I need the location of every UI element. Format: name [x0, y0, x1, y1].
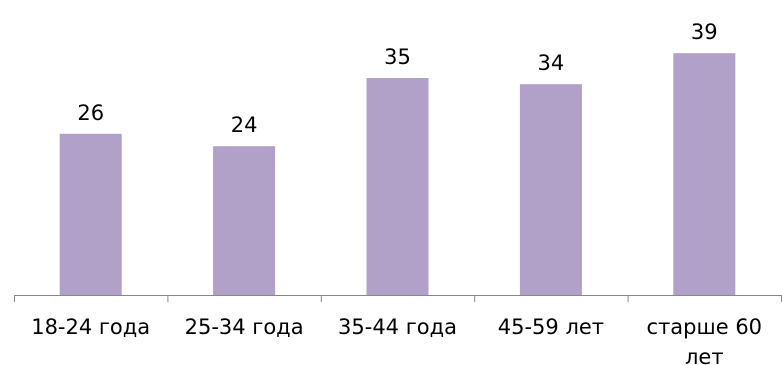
data-label: 24	[231, 113, 258, 137]
data-label: 39	[691, 20, 718, 44]
category-label: 18-24 года	[31, 315, 150, 339]
data-label: 26	[77, 101, 104, 125]
bar	[366, 78, 429, 295]
bar	[673, 53, 736, 296]
data-label: 34	[538, 51, 565, 75]
category-label: 35-44 года	[338, 315, 457, 339]
category-labels-group: 18-24 года 25-34 года 35-44 года 45-59 лет с…	[31, 315, 762, 365]
category-label: 45-59 лет	[498, 315, 604, 339]
bar	[59, 133, 122, 295]
x-axis-ticks-group	[14, 295, 782, 302]
bar	[213, 146, 276, 295]
bars-group	[59, 53, 736, 296]
value-labels-group: 26 24 35 34 39	[77, 20, 717, 137]
bar	[519, 84, 582, 295]
category-label: старше 60 лет	[647, 315, 763, 365]
category-label: 25-34 года	[185, 315, 304, 339]
data-label: 35	[384, 45, 411, 69]
